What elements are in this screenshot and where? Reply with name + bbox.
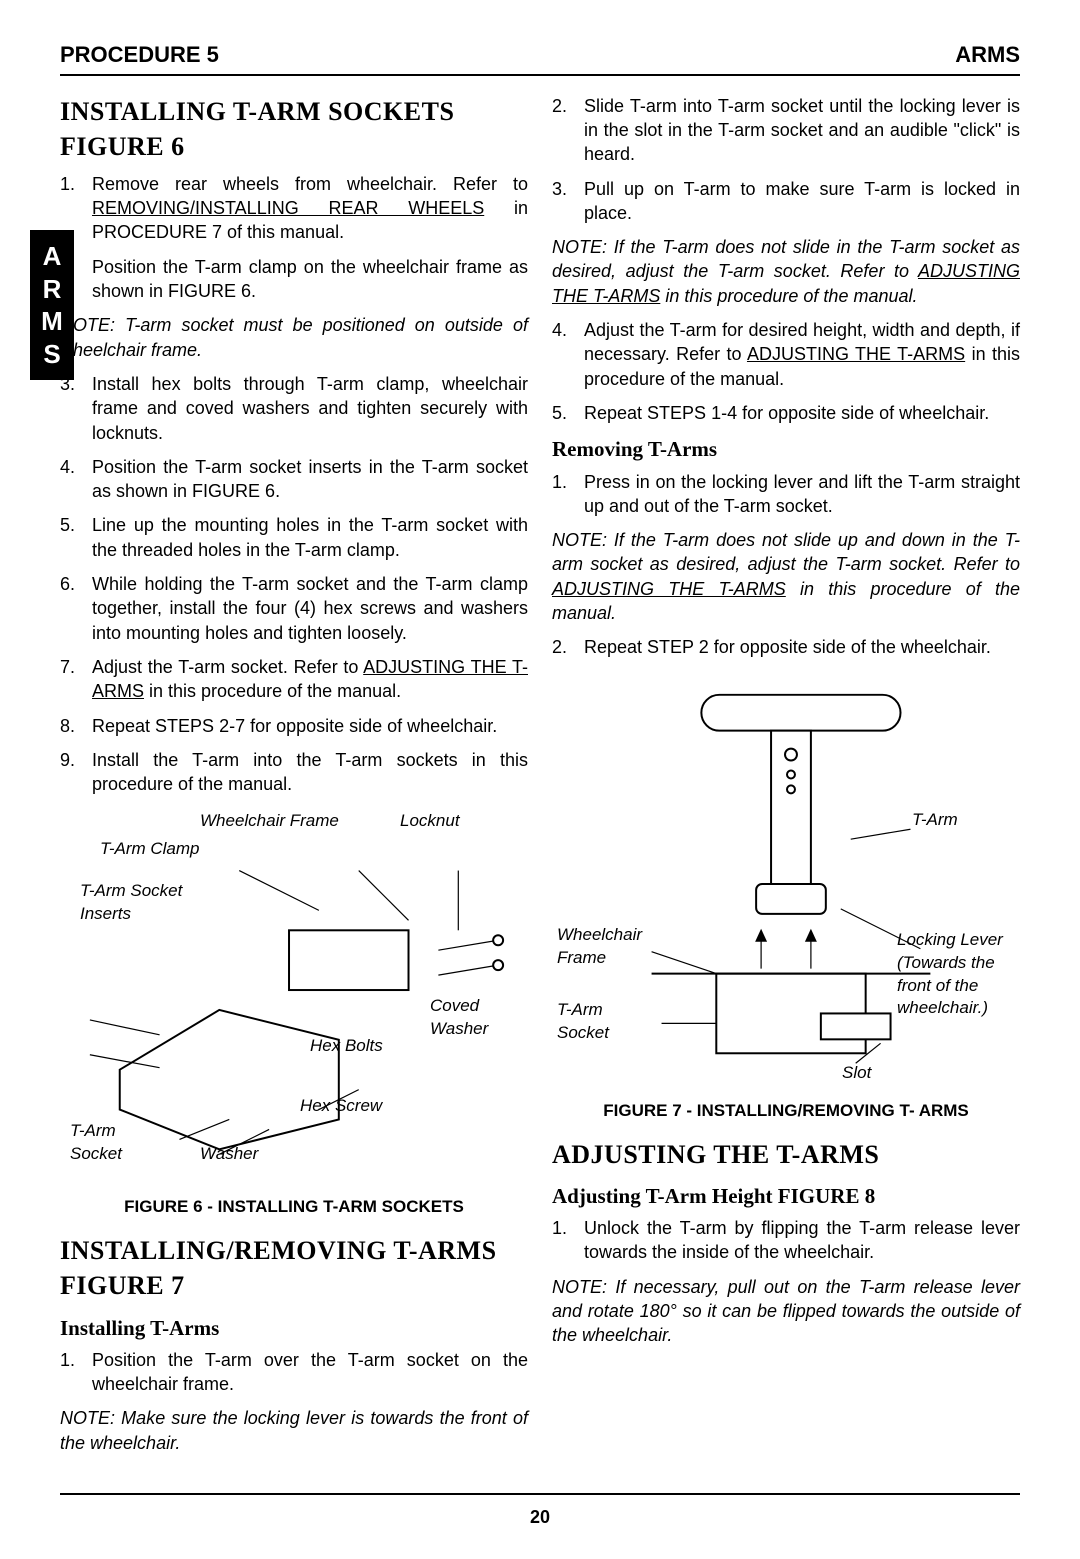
step: Pull up on T-arm to make sure T-arm is l… bbox=[552, 177, 1020, 226]
step: Repeat STEPS 2-7 for opposite side of wh… bbox=[60, 714, 528, 738]
steps-remove-tarms-cont: Repeat STEP 2 for opposite side of the w… bbox=[552, 635, 1020, 659]
page-number: 20 bbox=[530, 1507, 550, 1527]
fig-label: T-Arm bbox=[912, 809, 958, 832]
fig-label: Hex Bolts bbox=[310, 1035, 383, 1058]
step: Install hex bolts through T-arm clamp, w… bbox=[60, 372, 528, 445]
step: Line up the mounting holes in the T-arm … bbox=[60, 513, 528, 562]
page-header: PROCEDURE 5 ARMS bbox=[60, 40, 1020, 76]
left-column: INSTALLING T-ARM SOCKETS FIGURE 6 Remove… bbox=[60, 94, 528, 1465]
step: Position the T-arm socket inserts in the… bbox=[60, 455, 528, 504]
figure-6: Wheelchair Frame Locknut T-Arm Clamp T-A… bbox=[60, 810, 528, 1190]
subheading-adjust-height: Adjusting T-Arm Height FIGURE 8 bbox=[552, 1182, 1020, 1210]
step: Adjust the T-arm for desired height, wid… bbox=[552, 318, 1020, 391]
steps-adjust: Unlock the T-arm by flipping the T-arm r… bbox=[552, 1216, 1020, 1265]
note: NOTE: T-arm socket must be positioned on… bbox=[60, 313, 528, 362]
fig-label: Washer bbox=[200, 1143, 258, 1166]
figure-7: T-Arm Wheelchair Frame Locking Lever (To… bbox=[552, 674, 1020, 1094]
steps-install-tarms: Position the T-arm over the T-arm socket… bbox=[60, 1348, 528, 1397]
steps-install-sockets-cont: Install hex bolts through T-arm clamp, w… bbox=[60, 372, 528, 796]
step: Unlock the T-arm by flipping the T-arm r… bbox=[552, 1216, 1020, 1265]
side-tab: A R M S bbox=[30, 230, 74, 380]
step: While holding the T-arm socket and the T… bbox=[60, 572, 528, 645]
fig-label: T-Arm Socket bbox=[70, 1120, 150, 1166]
heading-adjusting: ADJUSTING THE T-ARMS bbox=[552, 1137, 1020, 1172]
page-footer: 20 bbox=[60, 1493, 1020, 1529]
right-column: Slide T-arm into T-arm socket until the … bbox=[552, 94, 1020, 1465]
header-right: ARMS bbox=[955, 40, 1020, 70]
fig-label: Locknut bbox=[400, 810, 460, 833]
fig-label: Wheelchair Frame bbox=[200, 810, 339, 833]
step: Install the T-arm into the T-arm sockets… bbox=[60, 748, 528, 797]
step: Remove rear wheels from wheelchair. Refe… bbox=[60, 172, 528, 245]
steps-remove-tarms: Press in on the locking lever and lift t… bbox=[552, 470, 1020, 519]
step: Repeat STEP 2 for opposite side of the w… bbox=[552, 635, 1020, 659]
figure-6-caption: FIGURE 6 - INSTALLING T-ARM SOCKETS bbox=[60, 1196, 528, 1219]
fig-label: Coved Washer bbox=[430, 995, 520, 1041]
note: NOTE: If the T-arm does not slide in the… bbox=[552, 235, 1020, 308]
fig-label: Slot bbox=[842, 1062, 871, 1085]
step: Repeat STEPS 1-4 for opposite side of wh… bbox=[552, 401, 1020, 425]
heading-install-sockets: INSTALLING T-ARM SOCKETS FIGURE 6 bbox=[60, 94, 528, 164]
fig-label: Locking Lever (Towards the front of the … bbox=[897, 929, 1027, 1021]
step: Slide T-arm into T-arm socket until the … bbox=[552, 94, 1020, 167]
fig-label: T-Arm Socket Inserts bbox=[80, 880, 220, 926]
note: NOTE: If the T-arm does not slide up and… bbox=[552, 528, 1020, 625]
note: NOTE: If necessary, pull out on the T-ar… bbox=[552, 1275, 1020, 1348]
fig-label: T-Arm Socket bbox=[557, 999, 647, 1045]
heading-install-remove: INSTALLING/REMOVING T-ARMS FIGURE 7 bbox=[60, 1233, 528, 1303]
steps-install-tarms-cont: Slide T-arm into T-arm socket until the … bbox=[552, 94, 1020, 225]
steps-install-sockets: Remove rear wheels from wheelchair. Refe… bbox=[60, 172, 528, 303]
figure-7-caption: FIGURE 7 - INSTALLING/REMOVING T- ARMS bbox=[552, 1100, 1020, 1123]
fig-label: Hex Screw bbox=[300, 1095, 382, 1118]
header-left: PROCEDURE 5 bbox=[60, 40, 219, 70]
step: Position the T-arm clamp on the wheelcha… bbox=[60, 255, 528, 304]
subheading-removing: Removing T-Arms bbox=[552, 435, 1020, 463]
step: Adjust the T-arm socket. Refer to ADJUST… bbox=[60, 655, 528, 704]
fig-label: T-Arm Clamp bbox=[100, 838, 200, 861]
step: Position the T-arm over the T-arm socket… bbox=[60, 1348, 528, 1397]
steps-install-tarms-cont2: Adjust the T-arm for desired height, wid… bbox=[552, 318, 1020, 425]
step: Press in on the locking lever and lift t… bbox=[552, 470, 1020, 519]
subheading-installing: Installing T-Arms bbox=[60, 1314, 528, 1342]
note: NOTE: Make sure the locking lever is tow… bbox=[60, 1406, 528, 1455]
fig-label: Wheelchair Frame bbox=[557, 924, 667, 970]
